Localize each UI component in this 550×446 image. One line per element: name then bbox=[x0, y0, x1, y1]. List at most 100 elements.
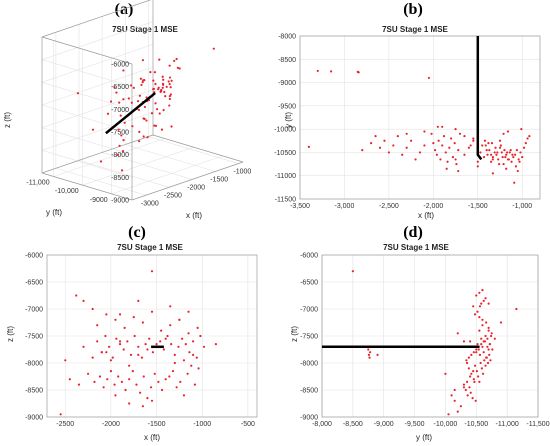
panel-a-xtick-label: -2000 bbox=[187, 184, 205, 191]
panel-c-event-point bbox=[199, 334, 202, 338]
panel-c-event-point bbox=[64, 359, 67, 362]
panel-c-event-point bbox=[102, 386, 105, 389]
panel-a-ytick-label: -10,000 bbox=[55, 188, 79, 195]
panel-b-event-point bbox=[497, 158, 500, 161]
panel-b-event-point bbox=[481, 144, 484, 147]
panel-d-event-point bbox=[489, 334, 493, 338]
panel-d-event-point bbox=[489, 359, 492, 362]
panel-c-xlabel: x (ft) bbox=[144, 433, 160, 442]
panel-b-event-point bbox=[448, 146, 451, 149]
panel-c-event-point bbox=[68, 378, 71, 381]
panel-d-event-point bbox=[486, 345, 489, 348]
panel-c-event-point bbox=[117, 375, 120, 378]
panel-c-plot: -2500 -2000 -1500 -1000 -500 -6000 -6500 -7000 -… bbox=[25, 253, 258, 428]
panel-c-event-point bbox=[177, 345, 180, 348]
panel-c-event-point bbox=[197, 367, 200, 370]
panel-d-title: 7SU Stage 1 MSE bbox=[383, 243, 449, 252]
panel-d-event-point bbox=[475, 370, 479, 373]
panel-c-event-point bbox=[148, 337, 151, 340]
panel-d-event-point bbox=[459, 405, 462, 408]
panel-c-ytick-label: -6000 bbox=[25, 253, 43, 260]
panel-b-event-point bbox=[454, 158, 457, 161]
panel-d-event-point bbox=[484, 364, 487, 367]
panel-b-event-point bbox=[498, 139, 502, 142]
panel-d-ytick-label: -7500 bbox=[300, 334, 318, 341]
panel-d-xtick-label: -9,500 bbox=[405, 421, 425, 428]
panel-a-wall-grid bbox=[41, 127, 133, 155]
panel-c-event-point bbox=[164, 337, 167, 340]
panel-b-event-point bbox=[517, 158, 520, 161]
panel-d-event-point bbox=[485, 356, 488, 359]
panel-a-frame-edge bbox=[41, 172, 133, 201]
panel-a-event-point bbox=[170, 79, 173, 82]
panel-d-event-point bbox=[480, 302, 483, 305]
panel-a-wall-grid bbox=[41, 59, 133, 87]
panel-c-event-point bbox=[105, 313, 108, 316]
panel-a-event-point bbox=[136, 100, 140, 103]
panel-a-event-point bbox=[119, 114, 122, 117]
panel-d-event-point bbox=[351, 270, 354, 273]
panel-a-event-point bbox=[159, 90, 162, 93]
panel-b-event-point bbox=[502, 162, 505, 166]
panel-d-ytick-label: -7000 bbox=[300, 307, 318, 314]
panel-d-event-point bbox=[453, 399, 456, 402]
panel-c-event-point bbox=[128, 402, 131, 405]
panel-b-event-point bbox=[467, 146, 470, 149]
panel-a-event-point bbox=[178, 67, 181, 70]
panel-b-ytick-label: -11500 bbox=[275, 197, 296, 204]
panel-d-event-point bbox=[465, 359, 468, 362]
panel-d-event-point bbox=[499, 321, 503, 324]
panel-b-event-point bbox=[501, 155, 504, 159]
panel-c-event-point bbox=[151, 351, 155, 354]
panel-d-event-point bbox=[515, 307, 518, 311]
panel-b-event-point bbox=[521, 155, 524, 159]
panel-c-event-point bbox=[114, 394, 117, 397]
panel-d-event-point bbox=[462, 386, 466, 389]
panel-a-event-point bbox=[145, 119, 148, 122]
panel-a-floor-grid bbox=[55, 167, 146, 196]
panel-a-xtick-label: -1000 bbox=[233, 169, 251, 176]
panel-b-event-point bbox=[463, 135, 466, 138]
panel-a-wall-grid bbox=[41, 44, 154, 83]
panel-c-event-point bbox=[111, 356, 114, 359]
panel-d-event-point bbox=[469, 391, 472, 394]
panel-c-event-point bbox=[132, 316, 135, 319]
panel-d-event-point bbox=[462, 340, 466, 343]
panel-a-event-point bbox=[142, 135, 145, 138]
panel-c-event-point bbox=[190, 364, 193, 367]
panel-a-event-point bbox=[173, 59, 176, 63]
panel-a-event-point bbox=[142, 117, 145, 120]
panel-c-event-point bbox=[191, 340, 195, 343]
panel-b-event-point bbox=[445, 167, 448, 170]
panel-c-event-point bbox=[100, 351, 103, 354]
panel-a-event-point bbox=[158, 112, 161, 115]
panel-d-event-point bbox=[487, 329, 490, 332]
panel-c-event-point bbox=[196, 326, 199, 329]
panel-b-event-point bbox=[486, 153, 489, 156]
panel-d-event-point bbox=[485, 321, 488, 324]
panel-b-event-point bbox=[463, 153, 466, 156]
panel-b-event-point bbox=[441, 125, 444, 128]
panel-a-axes-grid bbox=[41, 0, 244, 201]
panel-b-event-point bbox=[457, 149, 460, 152]
panel-d-event-point bbox=[462, 383, 466, 386]
panel-a-event-point bbox=[127, 97, 130, 100]
panel-c-event-point bbox=[179, 380, 182, 383]
panel-d-event-point bbox=[487, 326, 490, 329]
panel-c-event-point bbox=[181, 337, 184, 340]
panel-c-event-point bbox=[195, 356, 198, 359]
panel-c-event-point bbox=[160, 388, 164, 392]
panel-d-event-point bbox=[491, 348, 494, 351]
panel-c-event-point bbox=[118, 313, 122, 316]
panel-b-event-point bbox=[482, 155, 486, 159]
panel-c-event-point bbox=[137, 353, 140, 356]
panel-c-event-point bbox=[128, 378, 131, 381]
panel-d-event-point bbox=[482, 351, 485, 354]
panel-a-event-point bbox=[154, 102, 157, 105]
panel-c-event-point bbox=[59, 413, 62, 416]
panel-b-event-point bbox=[483, 139, 486, 142]
panel-d-event-point bbox=[482, 299, 485, 302]
panel-d-event-point bbox=[456, 332, 459, 335]
panel-b-event-point bbox=[479, 151, 482, 154]
panel-c-event-point bbox=[118, 340, 122, 343]
